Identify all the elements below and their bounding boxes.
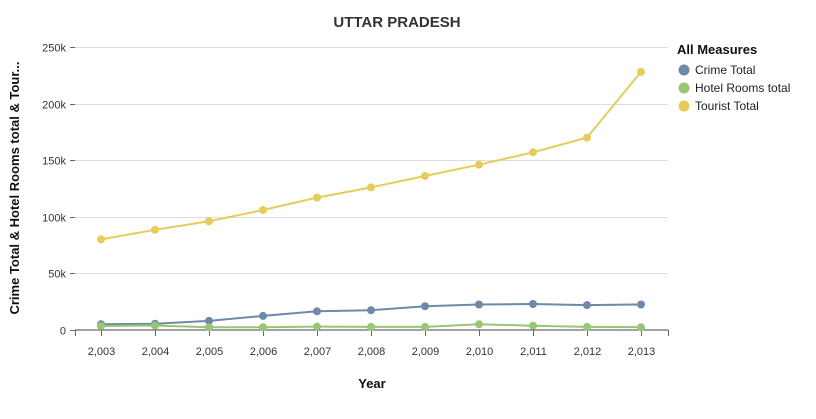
legend-marker <box>678 100 690 112</box>
y-tick-label: 250k <box>42 43 66 55</box>
x-tick-label: 2,007 <box>304 346 332 358</box>
series-hotel-rooms-total <box>97 320 645 332</box>
data-point[interactable] <box>205 316 213 325</box>
data-point[interactable] <box>475 320 483 329</box>
data-point[interactable] <box>259 311 267 320</box>
data-point[interactable] <box>475 160 483 169</box>
legend-item[interactable]: Tourist Total <box>678 99 759 113</box>
data-point[interactable] <box>583 322 591 331</box>
data-point[interactable] <box>151 321 159 330</box>
data-point[interactable] <box>529 300 537 308</box>
data-point[interactable] <box>367 306 375 315</box>
x-axis: 2,003 2,004 2,005 2,006 2,007 2,008 2,009 2,010… <box>75 330 669 358</box>
x-tick-label: 2,010 <box>466 346 494 358</box>
x-tick-label: 2,006 <box>250 346 278 358</box>
y-tick-label: 0 <box>60 326 66 338</box>
data-point[interactable] <box>367 322 375 331</box>
data-point[interactable] <box>205 323 213 332</box>
data-point[interactable] <box>97 322 105 330</box>
data-point[interactable] <box>259 206 267 214</box>
data-point[interactable] <box>313 307 321 316</box>
data-point[interactable] <box>97 235 105 244</box>
legend-marker <box>678 64 690 76</box>
data-point[interactable] <box>421 322 429 331</box>
data-point[interactable] <box>313 322 321 331</box>
y-tick-label: 50k <box>48 269 66 281</box>
plot-area <box>97 67 645 332</box>
y-axis-label: Crime Total & Hotel Rooms total & Tour..… <box>7 61 22 314</box>
data-point[interactable] <box>205 217 213 226</box>
x-tick-label: 2,005 <box>196 346 224 358</box>
x-tick-label: 2,012 <box>574 346 602 358</box>
data-point[interactable] <box>583 133 591 142</box>
legend-marker <box>678 82 690 94</box>
legend: All Measures Crime Total Hotel Rooms tota… <box>677 42 790 113</box>
data-point[interactable] <box>583 301 591 310</box>
x-tick-label: 2,004 <box>142 346 170 358</box>
x-tick-label: 2,013 <box>628 346 656 358</box>
x-tick-label: 2,003 <box>88 346 116 358</box>
legend-item[interactable]: Crime Total <box>678 63 756 77</box>
y-tick-label: 100k <box>42 213 66 225</box>
legend-label: Tourist Total <box>695 99 759 113</box>
x-tick-label: 2,008 <box>358 346 386 358</box>
x-axis-label: Year <box>358 376 385 391</box>
data-point[interactable] <box>475 300 483 309</box>
data-point[interactable] <box>637 67 645 76</box>
x-tick-label: 2,011 <box>520 346 547 358</box>
series-tourist-total <box>97 67 645 244</box>
legend-label: Hotel Rooms total <box>695 81 790 95</box>
legend-label: Crime Total <box>695 63 755 77</box>
data-point[interactable] <box>529 321 537 330</box>
data-point[interactable] <box>637 300 645 309</box>
data-point[interactable] <box>313 193 321 202</box>
series-line <box>100 71 642 241</box>
data-point[interactable] <box>637 323 645 332</box>
y-tick-label: 150k <box>42 156 66 168</box>
data-point[interactable] <box>421 302 429 311</box>
legend-title: All Measures <box>677 42 757 57</box>
data-point[interactable] <box>367 183 375 192</box>
y-tick-label: 200k <box>42 100 66 112</box>
data-point[interactable] <box>529 148 537 157</box>
y-axis: 0 50k 100k 150k 200k 250k <box>42 43 75 338</box>
x-tick-label: 2,009 <box>412 346 440 358</box>
chart-title: UTTAR PRADESH <box>333 14 460 31</box>
data-point[interactable] <box>421 172 429 180</box>
data-point[interactable] <box>259 323 267 332</box>
gridlines <box>75 47 668 274</box>
data-point[interactable] <box>151 225 159 234</box>
legend-item[interactable]: Hotel Rooms total <box>678 81 791 95</box>
